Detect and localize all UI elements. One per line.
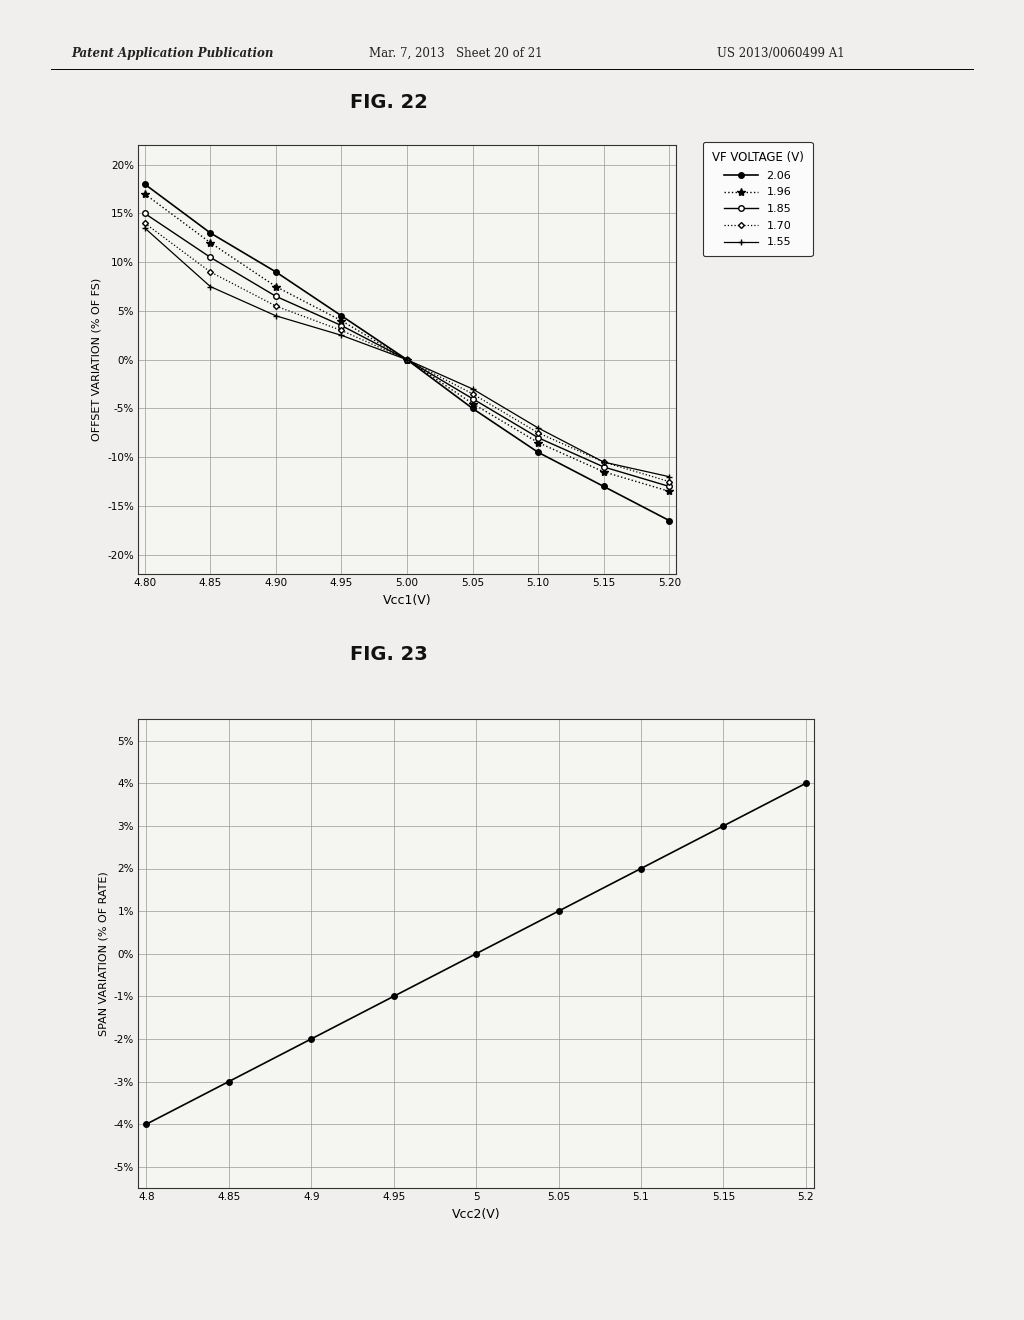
Text: FIG. 23: FIG. 23 xyxy=(350,645,428,664)
Y-axis label: SPAN VARIATION (% OF RATE): SPAN VARIATION (% OF RATE) xyxy=(98,871,109,1036)
1.70 xyxy=(532,425,545,441)
2.06 xyxy=(138,177,151,193)
Text: Mar. 7, 2013   Sheet 20 of 21: Mar. 7, 2013 Sheet 20 of 21 xyxy=(369,46,542,59)
1.96 xyxy=(598,463,610,479)
1.55 xyxy=(532,420,545,436)
2.06 xyxy=(664,512,676,528)
2.06 xyxy=(400,352,413,368)
1.55 xyxy=(335,327,347,343)
1.85 xyxy=(400,352,413,368)
Line: 1.55: 1.55 xyxy=(141,224,673,480)
X-axis label: Vcc1(V): Vcc1(V) xyxy=(383,594,431,607)
Text: Patent Application Publication: Patent Application Publication xyxy=(72,46,274,59)
X-axis label: Vcc2(V): Vcc2(V) xyxy=(452,1208,501,1221)
2.06 xyxy=(532,445,545,461)
1.55 xyxy=(598,454,610,470)
Legend: 2.06, 1.96, 1.85, 1.70, 1.55: 2.06, 1.96, 1.85, 1.70, 1.55 xyxy=(702,143,813,256)
1.96 xyxy=(664,483,676,499)
1.85 xyxy=(335,318,347,334)
Text: US 2013/0060499 A1: US 2013/0060499 A1 xyxy=(717,46,845,59)
Line: 2.06: 2.06 xyxy=(142,181,672,523)
1.85 xyxy=(204,249,216,265)
Y-axis label: OFFSET VARIATION (% OF FS): OFFSET VARIATION (% OF FS) xyxy=(91,279,101,441)
1.96 xyxy=(138,186,151,202)
1.96 xyxy=(400,352,413,368)
1.70 xyxy=(138,215,151,231)
1.85 xyxy=(467,391,479,407)
1.85 xyxy=(532,430,545,446)
1.96 xyxy=(269,279,282,294)
1.55 xyxy=(204,279,216,294)
1.55 xyxy=(467,381,479,397)
1.70 xyxy=(335,322,347,338)
1.70 xyxy=(204,264,216,280)
2.06 xyxy=(335,308,347,323)
1.96 xyxy=(204,235,216,251)
1.70 xyxy=(598,454,610,470)
2.06 xyxy=(269,264,282,280)
1.85 xyxy=(269,288,282,304)
1.70 xyxy=(400,352,413,368)
1.96 xyxy=(467,396,479,412)
Line: 1.70: 1.70 xyxy=(142,222,672,483)
Line: 1.85: 1.85 xyxy=(142,211,672,490)
1.55 xyxy=(269,308,282,323)
1.55 xyxy=(400,352,413,368)
2.06 xyxy=(467,400,479,416)
1.70 xyxy=(269,298,282,314)
Text: FIG. 22: FIG. 22 xyxy=(350,94,428,112)
1.70 xyxy=(467,385,479,401)
1.85 xyxy=(138,206,151,222)
1.96 xyxy=(335,313,347,329)
2.06 xyxy=(204,224,216,240)
1.96 xyxy=(532,434,545,450)
1.85 xyxy=(598,459,610,475)
Line: 1.96: 1.96 xyxy=(140,190,674,495)
1.70 xyxy=(664,474,676,490)
2.06 xyxy=(598,479,610,495)
1.55 xyxy=(138,220,151,236)
1.55 xyxy=(664,469,676,484)
1.85 xyxy=(664,479,676,495)
